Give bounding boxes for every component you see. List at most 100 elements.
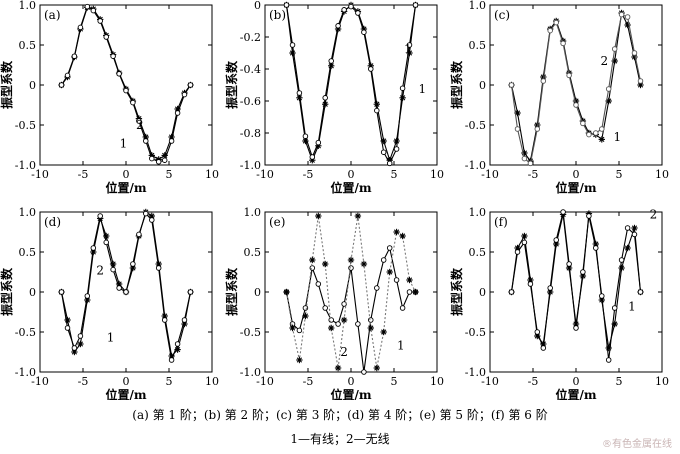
data-point-2 xyxy=(328,324,335,332)
y-tick-label: 0 xyxy=(29,286,36,299)
data-point-1 xyxy=(315,281,322,287)
y-tick-label: -0.5 xyxy=(240,326,261,339)
data-point-1 xyxy=(406,49,413,57)
x-tick-label: 5 xyxy=(391,375,398,388)
y-axis-label: 振型系数 xyxy=(0,60,14,109)
y-axis-label: 振型系数 xyxy=(0,267,14,316)
x-tick-label: -10 xyxy=(31,168,49,181)
x-axis-label: 位置/m xyxy=(105,387,146,400)
annotation-label: 2 xyxy=(340,345,348,359)
y-axis-label: 振型系数 xyxy=(224,60,239,109)
data-point-2 xyxy=(593,130,599,136)
data-point-2 xyxy=(406,42,413,48)
panel-label: (d) xyxy=(44,215,61,229)
data-point-2 xyxy=(399,85,406,91)
y-tick-label: 1.0 xyxy=(244,206,262,219)
panel-1: -10 -5 0 5 10 -1.0 -0.5 0 0.5 1.0 位置/m 振型系数 (a) 12 xyxy=(0,0,219,195)
data-point-2 xyxy=(155,265,162,271)
data-point-1 xyxy=(399,94,406,101)
data-point-2 xyxy=(283,2,290,8)
data-point-2 xyxy=(631,50,638,56)
data-point-2 xyxy=(348,3,354,10)
data-point-2 xyxy=(360,260,368,268)
data-point-2 xyxy=(77,333,84,339)
data-point-1 xyxy=(361,369,367,375)
data-point-2 xyxy=(136,118,142,124)
annotation-label: 2 xyxy=(650,207,658,221)
data-point-2 xyxy=(508,289,515,295)
data-point-1 xyxy=(296,327,303,334)
x-tick-label: 5 xyxy=(166,375,173,388)
y-tick-label: 0.5 xyxy=(469,39,487,52)
data-point-2 xyxy=(174,341,181,347)
y-tick-label: -1.0 xyxy=(240,159,261,172)
annotation-label: 2 xyxy=(601,54,609,68)
data-point-2 xyxy=(77,24,84,31)
data-point-2 xyxy=(534,126,541,132)
y-tick-label: -1.0 xyxy=(465,159,486,172)
data-point-2 xyxy=(637,289,644,295)
x-tick-label: 10 xyxy=(655,168,669,181)
data-point-2 xyxy=(64,325,71,331)
data-point-2 xyxy=(393,228,400,236)
y-tick-label: -0.6 xyxy=(240,95,261,108)
data-point-2 xyxy=(187,82,194,88)
panel-4: -10 -5 0 5 10 -1.0 -0.5 0 0.5 1.0 位置/m 振型系数 (d) 2 1 xyxy=(0,206,219,400)
data-point-2 xyxy=(599,126,605,132)
x-tick-label: 0 xyxy=(123,168,130,181)
annotation-label: 2 xyxy=(96,263,104,277)
data-point-2 xyxy=(149,155,155,162)
data-point-2 xyxy=(553,237,559,243)
data-point-2 xyxy=(130,261,136,267)
data-point-2 xyxy=(71,53,78,59)
x-tick-label: 5 xyxy=(391,168,398,181)
y-tick-label: 1.0 xyxy=(19,0,37,12)
plot-frame xyxy=(264,4,438,166)
x-axis-label: 位置/m xyxy=(330,387,371,400)
data-point-1 xyxy=(322,305,328,311)
y-tick-label: -1.0 xyxy=(465,366,486,379)
data-point-2 xyxy=(560,40,566,47)
figure-panels: -10 -5 0 5 10-1.0-0.500.51.0位置/m振型系数(a)12-10… xyxy=(0,0,669,400)
data-point-2 xyxy=(373,364,380,372)
data-point-1 xyxy=(386,245,393,251)
data-point-1 xyxy=(302,305,309,311)
data-point-2 xyxy=(618,257,625,263)
data-point-2 xyxy=(315,139,322,146)
data-point-2 xyxy=(116,285,122,291)
data-point-2 xyxy=(187,289,194,295)
data-point-2 xyxy=(296,356,303,364)
data-point-2 xyxy=(58,289,65,295)
data-point-1 xyxy=(374,285,380,291)
data-point-1 xyxy=(393,277,400,283)
data-point-2 xyxy=(368,66,374,72)
data-point-2 xyxy=(143,210,149,217)
data-point-2 xyxy=(103,239,109,246)
data-point-2 xyxy=(599,293,605,299)
y-tick-label: 0 xyxy=(479,286,486,299)
data-point-2 xyxy=(315,212,322,220)
data-point-2 xyxy=(508,82,515,88)
x-tick-label: -10 xyxy=(481,375,499,388)
data-point-2 xyxy=(90,245,97,251)
data-point-2 xyxy=(534,329,541,335)
y-tick-label: 0.5 xyxy=(19,246,37,259)
x-tick-label: 10 xyxy=(655,375,669,388)
data-point-2 xyxy=(367,324,374,332)
data-point-2 xyxy=(116,71,122,77)
y-tick-label: -1.0 xyxy=(15,159,36,172)
panel-6: -10 -5 0 5 10 -1.0 -0.5 0 0.5 1.0 位置/m 振型系数 (f) 2 1 xyxy=(449,206,669,400)
data-point-2 xyxy=(540,345,547,351)
data-point-2 xyxy=(168,138,175,144)
data-point-2 xyxy=(161,317,168,323)
data-point-1 xyxy=(71,348,78,356)
y-tick-label: 1.0 xyxy=(19,206,37,219)
data-point-2 xyxy=(168,357,175,363)
x-tick-label: -5 xyxy=(303,168,314,181)
data-point-2 xyxy=(386,160,393,167)
data-point-2 xyxy=(631,231,638,238)
y-tick-label: -1.0 xyxy=(15,366,36,379)
data-point-2 xyxy=(593,245,599,251)
data-point-2 xyxy=(573,325,579,331)
data-point-2 xyxy=(283,288,290,296)
